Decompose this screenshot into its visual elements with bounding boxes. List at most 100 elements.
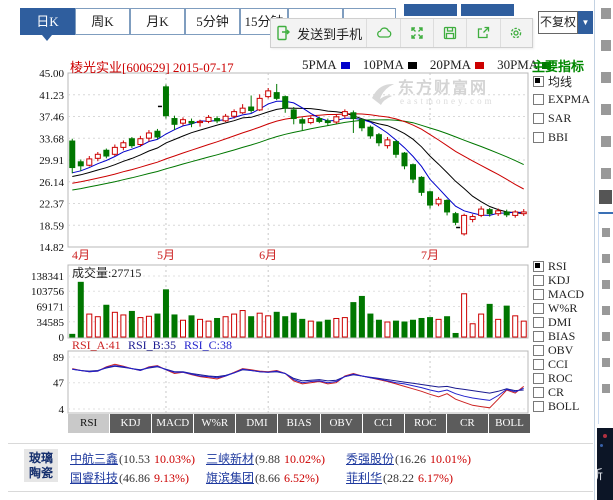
checkbox-boll[interactable]: BOLL xyxy=(533,399,579,414)
tab-rsi[interactable]: RSI xyxy=(68,414,110,433)
checkbox-kdj[interactable]: KDJ xyxy=(533,273,570,288)
checkbox-icon xyxy=(533,373,544,384)
dropdown-arrow-button[interactable]: ▼ xyxy=(578,11,593,34)
clipped-text-fragment xyxy=(601,168,611,179)
checkbox-roc[interactable]: ROC xyxy=(533,371,573,386)
svg-text:RSI_B:35: RSI_B:35 xyxy=(128,338,176,352)
chart-title: 棱光实业[600629] 2015-07-17 xyxy=(70,60,234,75)
svg-text:138341: 138341 xyxy=(31,271,64,283)
adjust-dropdown[interactable]: 不复权 xyxy=(538,11,578,34)
selected-tab-pointer xyxy=(42,35,52,41)
clipped-ad-image: 新 xyxy=(597,428,613,500)
stock-link[interactable]: 三峡新材 xyxy=(206,452,255,466)
tab-macd[interactable]: MACD xyxy=(152,414,194,433)
stock-link[interactable]: 中航三鑫 xyxy=(70,452,119,466)
covered-button-2[interactable] xyxy=(461,4,514,16)
tab-kdj[interactable]: KDJ xyxy=(110,414,152,433)
stock-percent: 10.02%) xyxy=(284,452,326,466)
volume-axis: 138341 103756 69171 34585 0 成交量:27715 xyxy=(31,265,528,344)
stock-item: 菲利华(28.22 6.17%) xyxy=(346,469,540,486)
stock-link[interactable]: 国睿科技 xyxy=(70,471,119,485)
clipped-text-fragment xyxy=(601,104,611,115)
checkbox-label: OBV xyxy=(548,343,574,357)
stock-link[interactable]: 旗滨集团 xyxy=(206,471,255,485)
svg-text:34585: 34585 xyxy=(37,317,65,329)
save-icon xyxy=(442,25,458,41)
svg-text:103756: 103756 xyxy=(31,286,65,298)
clipped-text-fragment xyxy=(601,8,611,19)
share-popup-toolbar: 发送到手机 xyxy=(270,18,533,48)
checkbox-dmi[interactable]: DMI xyxy=(533,315,571,330)
covered-button-1[interactable] xyxy=(404,4,457,16)
tab-bias[interactable]: BIAS xyxy=(278,414,320,433)
legend-swatch xyxy=(340,61,350,69)
stock-percent: 10.03%) xyxy=(154,452,196,466)
tab-boll[interactable]: BOLL xyxy=(488,414,531,433)
candlestick-layer xyxy=(69,83,527,236)
period-tab-monthly[interactable]: 月K xyxy=(130,8,185,35)
stock-percent: 6.17%) xyxy=(418,471,454,485)
checkbox-label: RSI xyxy=(548,259,567,273)
page-edge-divider xyxy=(594,0,595,500)
checkbox-label: DMI xyxy=(548,315,572,329)
stock-price: (28.22 xyxy=(383,471,415,485)
checkbox-macd[interactable]: MACD xyxy=(533,287,584,302)
cloud-button[interactable] xyxy=(366,19,399,47)
chevron-down-icon: ▼ xyxy=(581,18,590,27)
clipped-heading-fragment xyxy=(599,190,612,204)
checkbox-icon xyxy=(533,113,544,124)
tab-wr[interactable]: W%R xyxy=(194,414,236,433)
checkbox-rsi[interactable]: RSI xyxy=(533,259,567,274)
indicator-panel-title: 主要指标 xyxy=(532,59,585,74)
stock-link[interactable]: 秀强股份 xyxy=(346,452,395,466)
share-button[interactable] xyxy=(466,19,499,47)
period-tab-weekly[interactable]: 周K xyxy=(75,8,130,35)
checkbox-cci[interactable]: CCI xyxy=(533,357,568,372)
stock-item: 中航三鑫(10.53 10.03%) xyxy=(70,450,206,467)
checkbox-expma[interactable]: EXPMA xyxy=(533,92,590,107)
tab-obv[interactable]: OBV xyxy=(320,414,362,433)
tab-cr[interactable]: CR xyxy=(446,414,488,433)
fullscreen-button[interactable] xyxy=(399,19,433,47)
legend-item-5pma: 5PMA xyxy=(302,57,350,73)
save-button[interactable] xyxy=(432,19,466,47)
stock-price: (46.86 xyxy=(119,471,151,485)
checkbox-obv[interactable]: OBV xyxy=(533,343,573,358)
tab-roc[interactable]: ROC xyxy=(404,414,446,433)
svg-text:RSI_C:38: RSI_C:38 xyxy=(184,338,232,352)
svg-text:89: 89 xyxy=(53,352,65,364)
svg-text:eastmoney.com: eastmoney.com xyxy=(400,96,495,106)
stock-link[interactable]: 菲利华 xyxy=(346,471,383,485)
gear-icon xyxy=(508,25,524,41)
checkbox-bbi[interactable]: BBI xyxy=(533,130,568,145)
checkbox-icon xyxy=(533,289,544,300)
svg-text:5月: 5月 xyxy=(157,248,175,262)
tab-cci[interactable]: CCI xyxy=(362,414,404,433)
checkbox-sar[interactable]: SAR xyxy=(533,111,571,126)
tab-dmi[interactable]: DMI xyxy=(236,414,278,433)
ma-legend: 5PMA 10PMA 20PMA 30PMA xyxy=(302,57,552,73)
sector-stock-list: 中航三鑫(10.53 10.03%) 三峡新材(9.88 10.02%) 秀强股份(… xyxy=(70,449,540,487)
checkbox-cr[interactable]: CR xyxy=(533,385,564,400)
svg-text:41.23: 41.23 xyxy=(39,90,64,102)
svg-text:14.82: 14.82 xyxy=(39,242,64,254)
legend-swatch xyxy=(542,61,552,69)
sector-label-line1: 玻璃 xyxy=(28,451,53,465)
period-tab-5min[interactable]: 5分钟 xyxy=(185,8,240,35)
checkbox-bias[interactable]: BIAS xyxy=(533,329,575,344)
share-icon xyxy=(475,25,491,41)
checkbox-ma[interactable]: 均线 xyxy=(533,73,572,90)
settings-button[interactable] xyxy=(499,19,532,47)
svg-text:47: 47 xyxy=(53,378,65,390)
checkbox-wr[interactable]: W%R xyxy=(533,301,577,316)
panel-divider-top xyxy=(8,443,593,444)
send-to-phone-button[interactable]: 发送到手机 xyxy=(271,19,366,47)
svg-text:0: 0 xyxy=(59,332,65,344)
checkbox-icon xyxy=(533,387,544,398)
period-tab-daily[interactable]: 日K xyxy=(20,8,75,35)
svg-text:33.68: 33.68 xyxy=(39,133,64,145)
svg-text:45.00: 45.00 xyxy=(39,68,64,80)
svg-text:69171: 69171 xyxy=(37,301,65,313)
